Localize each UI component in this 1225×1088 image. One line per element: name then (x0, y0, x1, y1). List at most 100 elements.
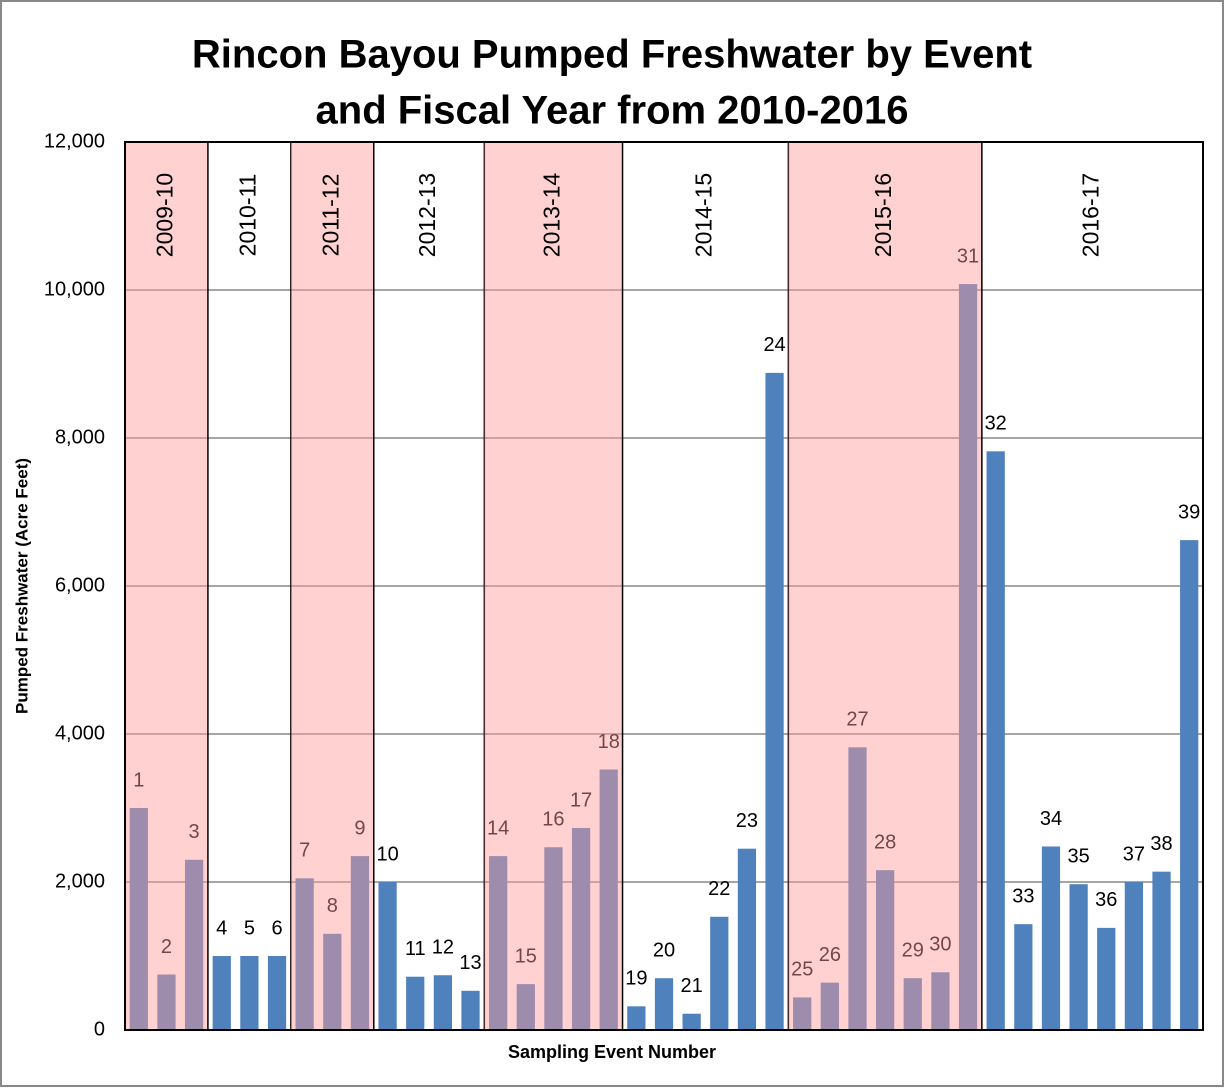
data-label: 16 (542, 809, 564, 831)
y-tick-label: 12,000 (44, 130, 105, 152)
bar (1014, 924, 1033, 1030)
data-label: 23 (736, 810, 758, 832)
bar (212, 956, 231, 1030)
data-label: 27 (846, 709, 868, 731)
fiscal-year-label: 2012-13 (414, 173, 440, 257)
data-label: 35 (1067, 846, 1089, 868)
bar (1124, 882, 1144, 1030)
data-label: 4 (216, 917, 227, 939)
fiscal-year-band (788, 142, 982, 1030)
fiscal-year-label: 2015-16 (870, 173, 896, 257)
data-label: 39 (1178, 501, 1200, 523)
data-label: 21 (681, 975, 703, 997)
y-tick-label: 10,000 (44, 278, 105, 300)
data-label: 6 (271, 917, 282, 939)
bar (350, 856, 370, 1030)
bar (765, 372, 784, 1030)
bar (737, 848, 757, 1030)
plot-frame (124, 141, 1204, 1031)
bar (295, 878, 314, 1030)
y-tick-label: 0 (94, 1018, 105, 1040)
y-tick-label: 2,000 (55, 870, 105, 892)
fiscal-year-label: 2009-10 (152, 173, 178, 257)
data-label: 32 (985, 413, 1007, 435)
data-label: 20 (653, 939, 675, 961)
data-label: 8 (327, 895, 338, 917)
fiscal-year-label: 2014-15 (691, 173, 717, 257)
bar (157, 974, 176, 1030)
bar (240, 956, 259, 1030)
bar (1069, 884, 1088, 1030)
data-label: 37 (1123, 843, 1145, 865)
bar (571, 827, 591, 1030)
bar (876, 870, 895, 1030)
data-label: 3 (189, 821, 200, 843)
fiscal-year-band (125, 142, 208, 1030)
bar (378, 882, 397, 1030)
fiscal-year-label: 2013-14 (539, 173, 565, 258)
data-label: 29 (902, 939, 924, 961)
bar (184, 859, 204, 1030)
fiscal-year-band (290, 142, 374, 1030)
data-label: 31 (957, 245, 979, 267)
chart-title: Rincon Bayou Pumped Freshwater by Event (192, 33, 1032, 77)
bar (323, 933, 342, 1030)
bar (710, 916, 729, 1030)
data-label: 10 (376, 843, 398, 865)
data-label: 36 (1095, 889, 1117, 911)
bar (433, 975, 452, 1030)
bar (848, 747, 867, 1030)
bar (627, 1006, 646, 1030)
y-axis-label: Pumped Freshwater (Acre Feet) (12, 458, 31, 714)
data-label: 11 (405, 938, 426, 960)
data-label: 25 (791, 959, 813, 981)
data-label: 14 (487, 817, 509, 839)
bar (489, 856, 508, 1030)
bar (793, 997, 812, 1030)
bar (516, 984, 535, 1030)
bar (1152, 871, 1171, 1030)
data-label: 28 (874, 831, 896, 853)
data-label: 22 (708, 878, 730, 900)
bar (599, 769, 618, 1030)
bar (1097, 927, 1116, 1030)
chart-title: and Fiscal Year from 2010-2016 (316, 89, 909, 133)
data-label: 30 (929, 934, 951, 956)
bar (903, 978, 922, 1030)
data-label: 34 (1040, 808, 1062, 830)
bar (986, 451, 1005, 1030)
bar (1180, 540, 1199, 1030)
data-label: 2 (161, 936, 172, 958)
data-label: 9 (354, 817, 365, 839)
data-label: 19 (625, 968, 647, 990)
bar (820, 982, 839, 1030)
bar (267, 956, 287, 1030)
y-tick-label: 8,000 (55, 426, 105, 448)
bar (958, 284, 978, 1031)
bar (406, 976, 425, 1030)
data-label: 38 (1150, 833, 1172, 855)
data-label: 5 (244, 917, 255, 939)
data-label: 12 (432, 937, 454, 959)
data-label: 17 (570, 789, 592, 811)
bar (544, 847, 563, 1030)
bar (129, 808, 148, 1030)
fiscal-year-label: 2011-12 (317, 174, 343, 257)
bar (461, 990, 480, 1030)
bar (1041, 846, 1061, 1030)
x-axis-label: Sampling Event Number (508, 1042, 716, 1062)
data-label: 13 (459, 952, 481, 974)
data-label: 18 (598, 731, 620, 753)
data-label: 7 (299, 840, 310, 862)
data-label: 33 (1012, 885, 1034, 907)
bar (931, 972, 950, 1030)
fiscal-year-band (484, 142, 623, 1030)
y-tick-label: 4,000 (55, 722, 105, 744)
data-label: 26 (819, 944, 841, 966)
bar (682, 1013, 701, 1030)
fiscal-year-label: 2010-11 (234, 174, 260, 257)
data-label: 24 (763, 334, 785, 356)
data-label: 15 (515, 945, 537, 967)
